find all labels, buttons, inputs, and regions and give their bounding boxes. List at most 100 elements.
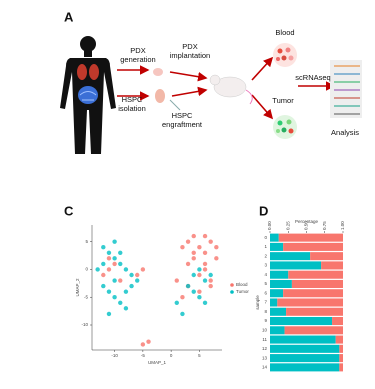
bar-segment: [339, 344, 343, 353]
x-tick-label: 5: [198, 353, 201, 358]
label: isolation: [118, 104, 146, 113]
y-tick-label: 5: [264, 281, 267, 286]
shape: [171, 86, 208, 97]
y-tick-label: 5: [85, 239, 88, 244]
point: [191, 272, 196, 278]
x-tick-label: 0: [170, 353, 173, 358]
point: [197, 295, 202, 300]
shape: [209, 74, 221, 86]
label: PDX: [182, 42, 197, 51]
point: [123, 267, 129, 272]
x-axis-label: Percentage: [295, 219, 319, 224]
bar-segment: [288, 270, 343, 279]
label: PDX: [130, 46, 145, 55]
bar-segment: [270, 317, 333, 326]
shape: [213, 76, 247, 98]
y-tick-label: 4: [264, 272, 267, 277]
point: [191, 250, 196, 255]
bar-segment: [321, 261, 343, 270]
shape: [169, 99, 181, 111]
shape: [84, 51, 92, 57]
point: [208, 272, 213, 278]
bar-segment: [270, 307, 287, 316]
shape: [89, 64, 99, 80]
shape: [80, 36, 96, 52]
y-tick-label: 0: [85, 267, 88, 272]
point: [202, 261, 208, 267]
point: [185, 261, 191, 267]
y-tick-label: -5: [84, 294, 88, 299]
blood-dish: [273, 43, 297, 67]
bar-segment: [270, 363, 340, 372]
point: [123, 306, 129, 311]
bar-segment: [270, 335, 336, 344]
point: [214, 256, 219, 261]
point: [101, 261, 106, 267]
x-tick-label: -5: [141, 353, 145, 358]
x-tick-label: 0.00: [267, 221, 272, 230]
point: [112, 261, 117, 267]
bar-segment: [270, 289, 284, 298]
bar-segment: [284, 326, 343, 335]
shape: [155, 89, 165, 103]
point: [135, 272, 140, 278]
point: [180, 295, 185, 300]
shape: [277, 48, 283, 54]
bar-segment: [335, 335, 343, 344]
point: [129, 272, 134, 278]
point: [174, 300, 179, 305]
analysis-plot: [330, 60, 362, 118]
shape: [77, 64, 87, 80]
bar-segment: [278, 233, 343, 242]
bar-segment: [291, 279, 343, 288]
bar-segment: [286, 307, 343, 316]
bar-segment: [270, 261, 322, 270]
y-tick-label: 12: [262, 346, 268, 351]
label: HSPC: [172, 111, 193, 120]
label: Tumor: [272, 96, 294, 105]
shape: [277, 120, 283, 126]
shape: [79, 91, 97, 101]
point: [140, 267, 146, 272]
bar-segment: [270, 270, 289, 279]
y-tick-label: 10: [262, 327, 268, 332]
point: [202, 300, 208, 305]
label: HSPC engraftment: [162, 111, 203, 129]
point: [129, 283, 134, 289]
y-tick-label: 9: [264, 318, 267, 323]
bar-segment: [270, 326, 285, 335]
label: A: [64, 9, 74, 24]
label: HSPC: [122, 95, 143, 104]
y-tick-label: 2: [264, 253, 267, 258]
label: scRNAseq: [295, 73, 330, 82]
shape: [273, 115, 297, 139]
point: [135, 278, 140, 283]
point: [118, 261, 123, 267]
bar-segment: [270, 233, 279, 242]
point: [101, 283, 106, 289]
label: Analysis: [331, 128, 359, 137]
shape: [330, 60, 362, 118]
shape: [78, 86, 98, 104]
y-tick-label: 1: [264, 244, 267, 249]
point: [191, 289, 196, 294]
x-tick-label: -10: [111, 353, 118, 358]
label: Blood: [275, 28, 294, 37]
legend-swatch: [230, 283, 234, 287]
shape: [251, 56, 274, 81]
label: implantation: [170, 51, 210, 60]
bar-segment: [277, 298, 343, 307]
point: [112, 256, 117, 261]
shape: [281, 127, 287, 133]
point: [185, 283, 191, 289]
point: [112, 239, 117, 244]
panel-label: D: [259, 203, 268, 218]
y-axis-label: UMAP_2: [75, 278, 80, 297]
y-tick-label: 7: [264, 300, 267, 305]
y-tick-label: 0: [264, 235, 267, 240]
bar-segment: [332, 317, 343, 326]
shape: [286, 119, 292, 125]
legend-label: Blood: [236, 282, 248, 287]
shape: [285, 47, 291, 53]
